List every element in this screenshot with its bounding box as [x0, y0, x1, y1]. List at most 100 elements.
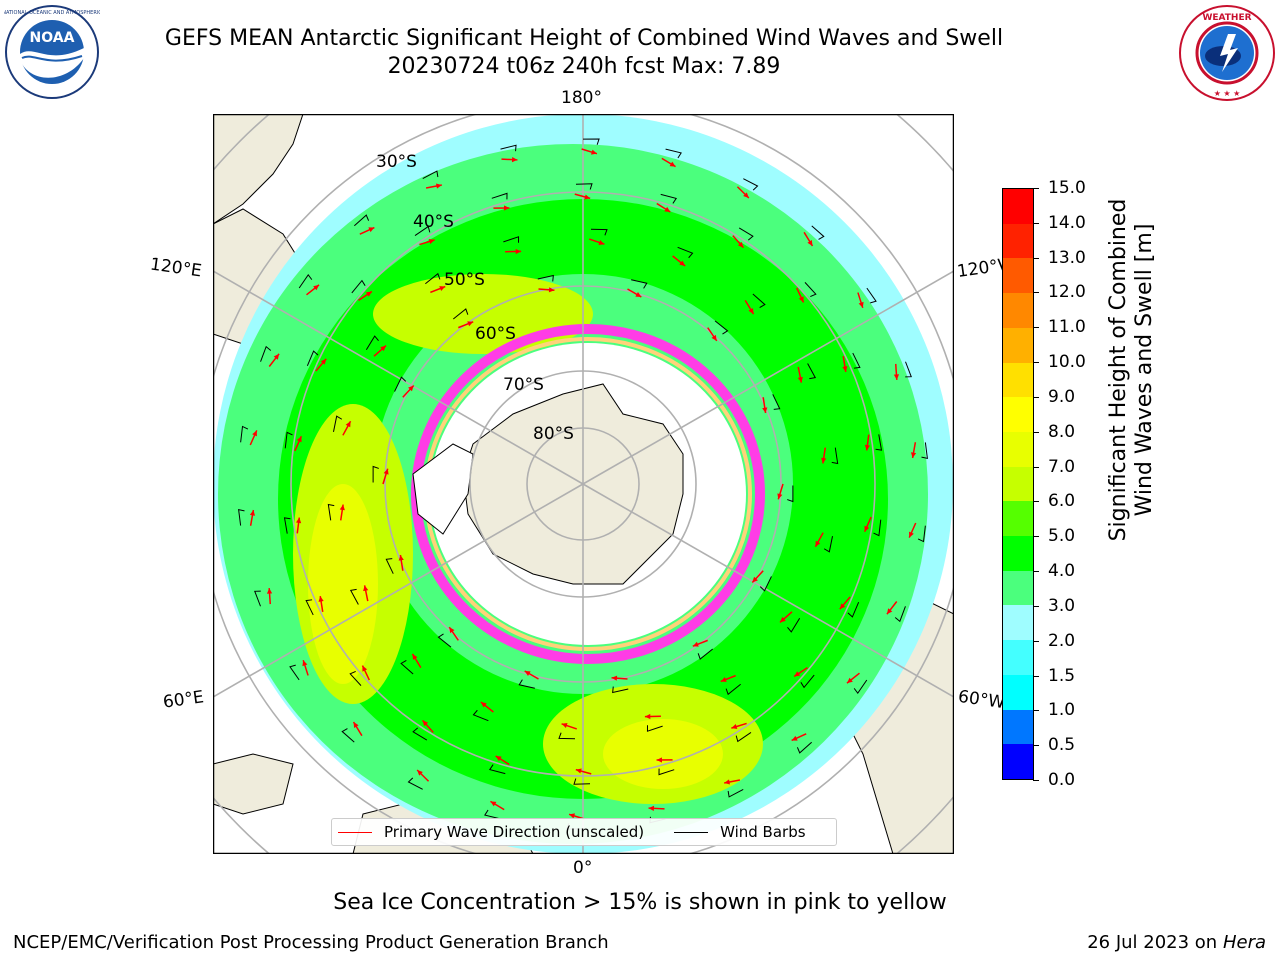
wave-direction-arrowhead	[798, 296, 804, 303]
colorbar-tick-label: 15.0	[1033, 178, 1086, 198]
wave-direction-arrowhead	[910, 452, 917, 458]
wind-barb	[905, 361, 912, 378]
wind-barbs-legend-label: Wind Barbs	[720, 823, 806, 841]
wave-direction-arrowhead	[711, 334, 717, 341]
wave-direction-arrowhead	[846, 677, 853, 684]
colorbar-tick-label: 0.0	[1032, 770, 1075, 790]
wave-direction-arrowhead	[503, 205, 510, 211]
wave-direction-arrowhead	[296, 517, 302, 524]
wind-barb	[238, 509, 245, 526]
noaa-logo: NOAA NATIONAL OCEANIC AND ATMOSPHERIC	[2, 4, 102, 100]
wind-barb	[332, 415, 343, 432]
wind-barb	[305, 599, 314, 616]
wave-direction-arrowhead	[777, 493, 783, 500]
wave-direction-arrowhead	[648, 805, 655, 811]
wave-direction-arrowhead	[511, 157, 518, 163]
wind-barb	[349, 588, 359, 605]
wave-direction-arrowhead	[779, 616, 786, 623]
wind-barb	[518, 679, 535, 689]
wave-direction-arrowhead	[584, 194, 591, 200]
wind-barb	[240, 425, 249, 443]
wave-direction-arrowhead	[480, 702, 487, 708]
wave-direction-arrowhead	[412, 653, 418, 660]
colorbar-tick-label: 11.0	[1033, 317, 1086, 337]
nws-logo: WEATHER ★ ★ ★	[1178, 4, 1276, 102]
wave-direction-arrowhead	[752, 576, 758, 583]
wave-direction-arrowhead	[320, 358, 327, 365]
wind-barb	[372, 465, 379, 483]
wave-direction-arrowhead	[724, 779, 730, 785]
wave-direction-arrowhead	[864, 444, 870, 451]
wind-barb	[385, 558, 394, 574]
credit-date-text: 26 Jul 2023 on	[1087, 932, 1223, 953]
wave-direction-arrowhead	[345, 421, 351, 428]
colorbar-tick-label: 0.5	[1032, 735, 1075, 755]
colorbar-segment	[1003, 674, 1033, 710]
wave-direction-arrowhead	[362, 665, 368, 672]
colorbar-segment	[1003, 292, 1033, 328]
wind-barb	[873, 519, 882, 537]
colorbar-segment	[1003, 257, 1033, 294]
lat-label-40s: 40°S	[413, 212, 454, 232]
wave-direction-arrowhead	[794, 671, 801, 677]
colorbar-tick-label: 10.0	[1033, 352, 1086, 372]
wind-barb	[452, 308, 469, 320]
wind-barb	[677, 246, 694, 259]
wave-direction-arrowhead	[644, 713, 651, 720]
credit-machine: Hera	[1222, 932, 1266, 953]
wind-barb	[631, 279, 648, 289]
wind-barb	[500, 144, 517, 152]
wave-direction-arrowhead	[590, 149, 597, 155]
wind-barb	[484, 809, 501, 820]
colorbar-segment	[1003, 466, 1033, 502]
colorbar-tick-label: 2.0	[1032, 631, 1075, 651]
colorbar-label-line2: Wind Waves and Swell [m]	[1132, 223, 1157, 517]
wave-direction-arrowhead	[731, 724, 738, 730]
wave-direction-arrowhead	[858, 301, 864, 308]
lat-label-70s: 70°S	[503, 375, 544, 395]
wind-barb	[866, 287, 877, 304]
wave-direction-arrowhead	[417, 770, 423, 776]
wind-barb	[800, 674, 815, 689]
wind-barb	[283, 517, 291, 534]
colorbar-segment	[1003, 570, 1033, 606]
wind-barbs-legend-line	[674, 831, 709, 833]
wave-direction-arrowhead	[864, 525, 870, 532]
wave-direction-arrowhead	[439, 286, 446, 291]
wave-direction-arrowhead	[737, 241, 744, 248]
wind-barb	[260, 345, 272, 362]
wind-barb	[414, 225, 431, 236]
wave-direction-arrowhead	[363, 585, 369, 592]
wave-direction-arrowhead	[569, 813, 576, 819]
wind-barb	[503, 236, 520, 243]
wind-barb	[743, 178, 759, 191]
svg-text:NOAA: NOAA	[30, 30, 75, 46]
wave-direction-arrowhead	[839, 603, 846, 610]
wind-barb	[254, 590, 261, 607]
colorbar-tick-label: 13.0	[1033, 248, 1086, 268]
credit-date: 26 Jul 2023 on Hera	[1087, 932, 1266, 953]
wave-direction-arrowhead	[743, 192, 749, 198]
wave-direction-arrowhead	[842, 366, 848, 372]
wave-direction-arrowhead	[679, 260, 686, 266]
wind-barb	[852, 352, 861, 369]
wind-barb	[660, 193, 678, 204]
wind-barb	[412, 727, 428, 741]
wind-barb	[787, 485, 794, 503]
polar-map	[212, 113, 955, 855]
wave-direction-arrowhead	[266, 588, 273, 594]
sea-ice-note: Sea Ice Concentration > 15% is shown in …	[333, 890, 947, 915]
wave-direction-arrowhead	[669, 161, 676, 167]
wave-direction-arrowhead	[422, 720, 429, 727]
colorbar-tick-label: 1.5	[1032, 666, 1075, 686]
polar-map-canvas	[212, 113, 955, 855]
chart-subtitle: 20230724 t06z 240h fcst Max: 7.89	[387, 54, 781, 79]
wind-barb	[714, 320, 729, 335]
wave-direction-arrowhead	[815, 540, 821, 547]
wind-barb	[537, 274, 554, 282]
wave-direction-arrowhead	[302, 660, 308, 667]
wave-direction-arrowhead	[575, 768, 582, 774]
colorbar-tick-label: 14.0	[1033, 213, 1086, 233]
colorbar-tick-label: 12.0	[1033, 282, 1086, 302]
wind-barb	[351, 279, 366, 294]
